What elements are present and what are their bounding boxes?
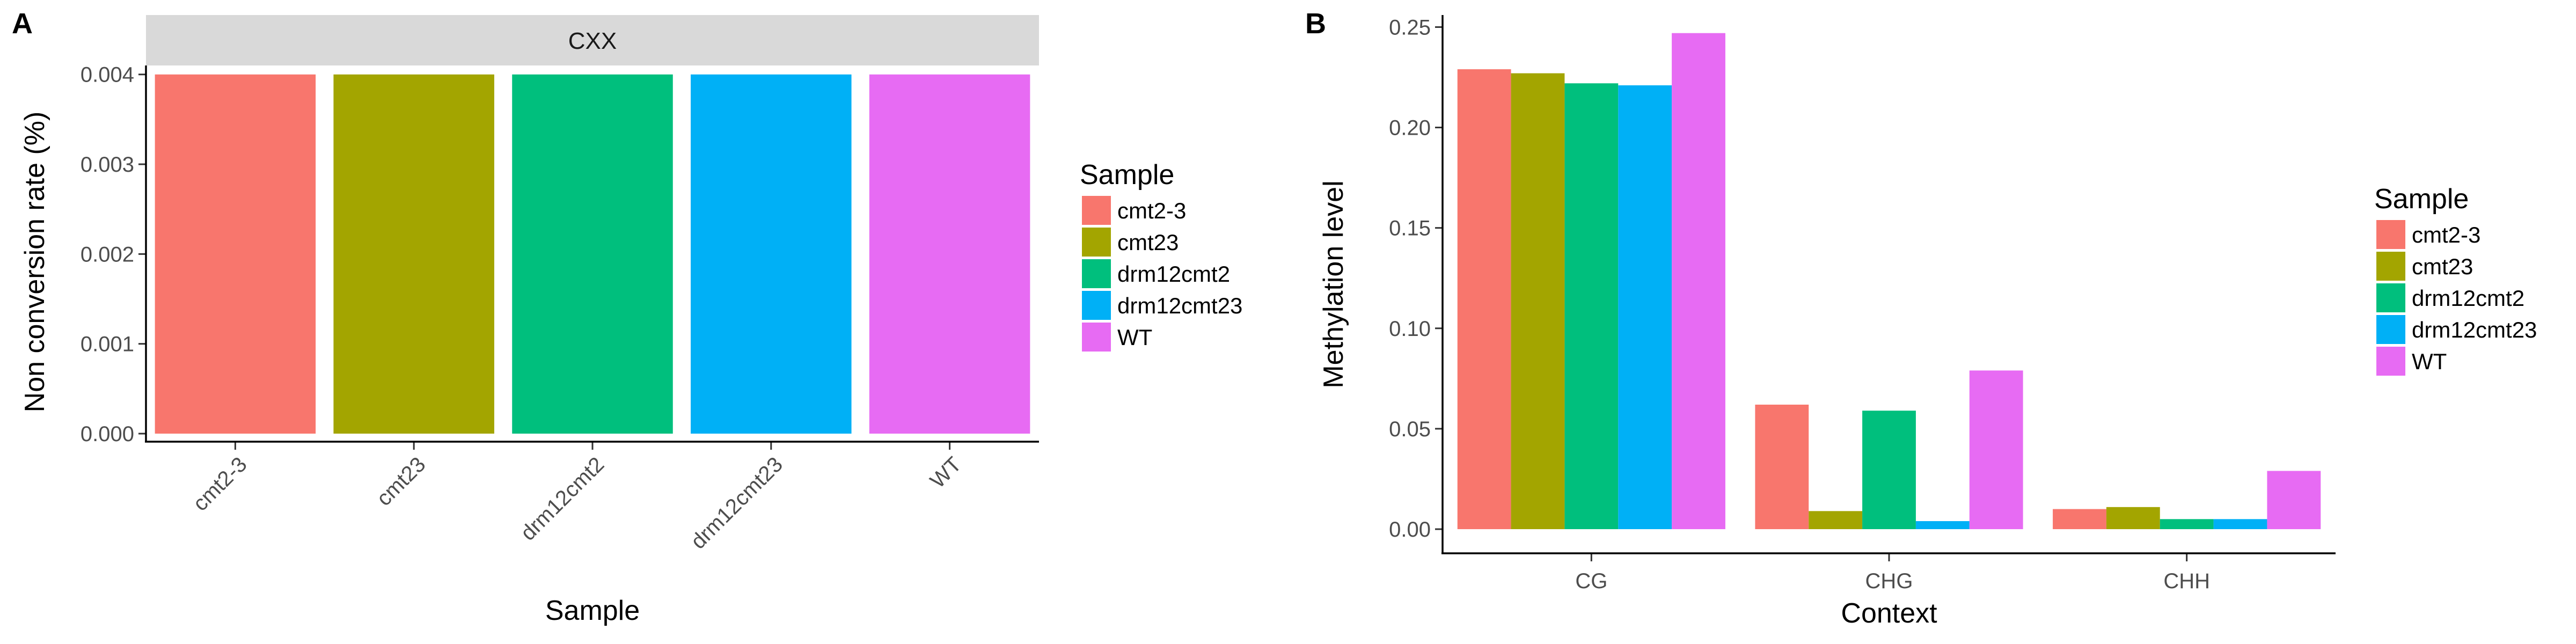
bar-CHG-cmt2-3 [1755, 404, 1809, 529]
y-tick-label: 0.20 [1389, 116, 1431, 140]
legend-label: cmt2-3 [2412, 222, 2480, 247]
panel-b-x-axis: CG CHG CHH [1575, 553, 2210, 593]
panel-b: B 0.00 0.05 0.10 0.15 0.20 0.25 CG CHG CHH Cont… [1305, 8, 2537, 629]
bar-CG-cmt2-3 [1457, 69, 1511, 529]
panel-a-letter: A [12, 8, 33, 40]
x-tick-label: drm12cmt23 [686, 452, 787, 553]
y-tick-label: 0.00 [1389, 518, 1431, 541]
bar-CHH-WT [2267, 471, 2321, 529]
legend-label: cmt23 [2412, 254, 2473, 279]
bar-CHG-drm12cmt2 [1862, 411, 1916, 529]
x-tick-label: CHG [1865, 569, 1913, 593]
legend-label: drm12cmt2 [2412, 286, 2524, 311]
y-tick-label: 0.15 [1389, 217, 1431, 240]
panel-b-x-axis-title: Context [1841, 598, 1937, 629]
bar-CG-drm12cmt2 [1564, 83, 1619, 529]
panel-a-bars [155, 74, 1030, 434]
y-tick-label: 0.10 [1389, 317, 1431, 341]
y-tick-label: 0.05 [1389, 418, 1431, 441]
x-tick-label: CHH [2163, 569, 2210, 593]
legend-label: cmt23 [1117, 230, 1179, 255]
y-tick-label: 0.002 [80, 243, 134, 266]
legend-swatch-drm12cmt23 [2376, 315, 2405, 344]
panel-a-x-axis-title: Sample [545, 595, 640, 626]
bar-CHG-drm12cmt23 [1915, 521, 1970, 529]
panel-b-y-axis: 0.00 0.05 0.10 0.15 0.20 0.25 [1389, 16, 1443, 541]
bar-drm12cmt2 [512, 74, 673, 434]
facet-strip [146, 15, 1039, 65]
bar-CHH-drm12cmt23 [2213, 519, 2267, 529]
legend-swatch-drm12cmt23 [1082, 291, 1111, 320]
x-tick-label: drm12cmt2 [516, 452, 609, 545]
bar-drm12cmt23 [691, 74, 852, 434]
legend-swatch-drm12cmt2 [2376, 283, 2405, 312]
panel-a-legend: Sample cmt2-3 cmt23 drm12cmt2 drm12cmt23 WT [1080, 159, 1242, 352]
bar-CHG-WT [1969, 370, 2023, 529]
bar-WT [869, 74, 1030, 434]
legend-swatch-cmt2-3 [1082, 196, 1111, 225]
panel-b-y-axis-title: Methylation level [1318, 180, 1349, 388]
legend-title: Sample [1080, 159, 1174, 191]
legend-swatch-WT [1082, 323, 1111, 352]
panel-a-y-axis: 0.000 0.001 0.002 0.003 0.004 [80, 63, 146, 446]
legend-label: cmt2-3 [1117, 198, 1186, 223]
bar-cmt2-3 [155, 74, 316, 434]
x-tick-label: WT [926, 452, 966, 493]
legend-swatch-cmt2-3 [2376, 220, 2405, 249]
legend-label: drm12cmt23 [2412, 317, 2537, 342]
bar-CHG-cmt23 [1809, 511, 1863, 529]
legend-swatch-drm12cmt2 [1082, 259, 1111, 288]
y-tick-label: 0.000 [80, 422, 134, 446]
bar-CG-WT [1672, 33, 1725, 529]
y-tick-label: 0.004 [80, 63, 134, 87]
facet-strip-label: CXX [568, 28, 617, 54]
legend-label: drm12cmt2 [1117, 261, 1230, 287]
panel-b-legend: Sample cmt2-3 cmt23 drm12cmt2 drm12cmt23 WT [2374, 184, 2537, 376]
y-tick-label: 0.003 [80, 153, 134, 177]
x-tick-label: CG [1575, 569, 1607, 593]
legend-title: Sample [2374, 184, 2469, 215]
y-tick-label: 0.001 [80, 333, 134, 356]
legend-label: WT [1117, 325, 1152, 350]
bar-CG-drm12cmt23 [1618, 85, 1672, 529]
panel-b-bars [1457, 33, 2321, 529]
panel-b-letter: B [1305, 8, 1326, 40]
bar-CG-cmt23 [1511, 73, 1565, 529]
panel-a-x-axis: cmt2-3 cmt23 drm12cmt2 drm12cmt23 WT [188, 442, 966, 554]
x-tick-label: cmt2-3 [188, 452, 252, 516]
bar-CHH-cmt23 [2106, 507, 2160, 529]
x-tick-label: cmt23 [372, 452, 430, 510]
bar-cmt23 [333, 74, 494, 434]
legend-swatch-cmt23 [1082, 228, 1111, 257]
legend-label: drm12cmt23 [1117, 293, 1242, 318]
legend-label: WT [2412, 349, 2447, 374]
legend-swatch-cmt23 [2376, 252, 2405, 281]
bar-CHH-cmt2-3 [2053, 509, 2106, 529]
bar-CHH-drm12cmt2 [2160, 519, 2214, 529]
legend-swatch-WT [2376, 347, 2405, 376]
y-tick-label: 0.25 [1389, 16, 1431, 39]
panel-a-y-axis-title: Non conversion rate (%) [19, 112, 50, 413]
